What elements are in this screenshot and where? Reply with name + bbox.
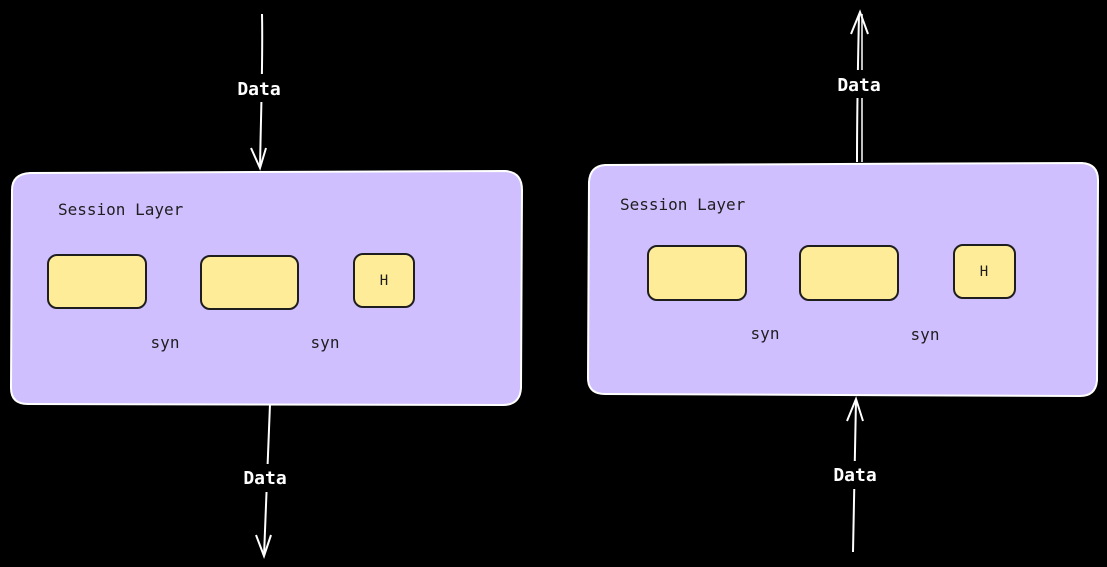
left-session-layer-label: Session Layer bbox=[58, 200, 184, 219]
right-session-layer-label: Session Layer bbox=[620, 195, 746, 214]
left-top-label-bg bbox=[228, 74, 290, 102]
right-diagram: Data Session Layer H syn syn Data bbox=[586, 9, 1100, 553]
left-segment-block-1 bbox=[47, 254, 147, 309]
left-header-label: H bbox=[380, 273, 388, 289]
left-header-block bbox=[353, 253, 415, 308]
left-syn-label-2: syn bbox=[311, 333, 340, 352]
right-top-data-label: Data bbox=[837, 75, 880, 96]
left-bottom-label-bg bbox=[234, 464, 296, 492]
left-bottom-data-label: Data bbox=[243, 468, 286, 489]
right-syn-label-2: syn bbox=[911, 325, 940, 344]
right-bottom-data-label: Data bbox=[833, 465, 876, 486]
right-segment-block-2 bbox=[799, 245, 899, 301]
left-syn-label-1: syn bbox=[151, 333, 180, 352]
left-segment-block-2 bbox=[200, 255, 299, 310]
right-header-block bbox=[953, 244, 1016, 299]
left-top-data-label: Data bbox=[237, 79, 280, 100]
right-segment-block-1 bbox=[647, 245, 747, 301]
right-header-label: H bbox=[980, 264, 988, 280]
right-syn-label-1: syn bbox=[751, 324, 780, 343]
right-bottom-label-bg bbox=[824, 461, 886, 489]
right-top-label-bg bbox=[828, 70, 890, 98]
left-diagram: Data Session Layer H syn syn Data bbox=[9, 13, 524, 559]
